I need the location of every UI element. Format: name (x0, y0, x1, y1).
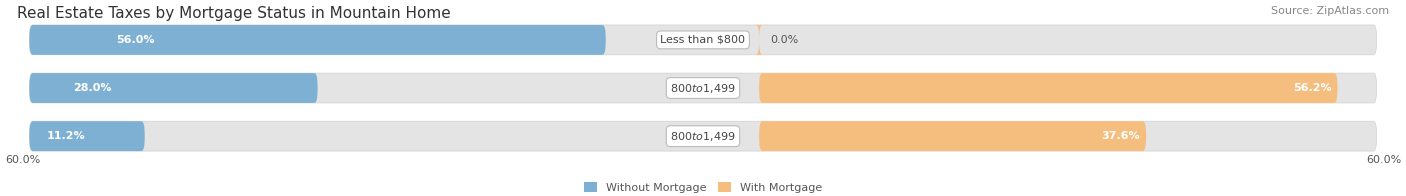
FancyBboxPatch shape (30, 121, 1376, 151)
Text: $800 to $1,499: $800 to $1,499 (671, 130, 735, 143)
Text: 60.0%: 60.0% (4, 155, 39, 165)
Legend: Without Mortgage, With Mortgage: Without Mortgage, With Mortgage (579, 178, 827, 196)
Text: 0.0%: 0.0% (770, 35, 799, 45)
Text: 37.6%: 37.6% (1102, 131, 1140, 141)
Text: Less than $800: Less than $800 (661, 35, 745, 45)
FancyBboxPatch shape (30, 121, 145, 151)
Text: Source: ZipAtlas.com: Source: ZipAtlas.com (1271, 6, 1389, 16)
Text: 60.0%: 60.0% (1367, 155, 1402, 165)
Text: 56.2%: 56.2% (1294, 83, 1331, 93)
FancyBboxPatch shape (30, 73, 318, 103)
FancyBboxPatch shape (759, 121, 1146, 151)
Text: $800 to $1,499: $800 to $1,499 (671, 82, 735, 94)
FancyBboxPatch shape (30, 25, 606, 55)
FancyBboxPatch shape (30, 25, 1376, 55)
FancyBboxPatch shape (30, 73, 1376, 103)
FancyBboxPatch shape (756, 25, 762, 55)
Text: Real Estate Taxes by Mortgage Status in Mountain Home: Real Estate Taxes by Mortgage Status in … (17, 6, 450, 21)
Text: 28.0%: 28.0% (73, 83, 111, 93)
Text: 56.0%: 56.0% (115, 35, 155, 45)
FancyBboxPatch shape (759, 73, 1337, 103)
Text: 11.2%: 11.2% (46, 131, 86, 141)
